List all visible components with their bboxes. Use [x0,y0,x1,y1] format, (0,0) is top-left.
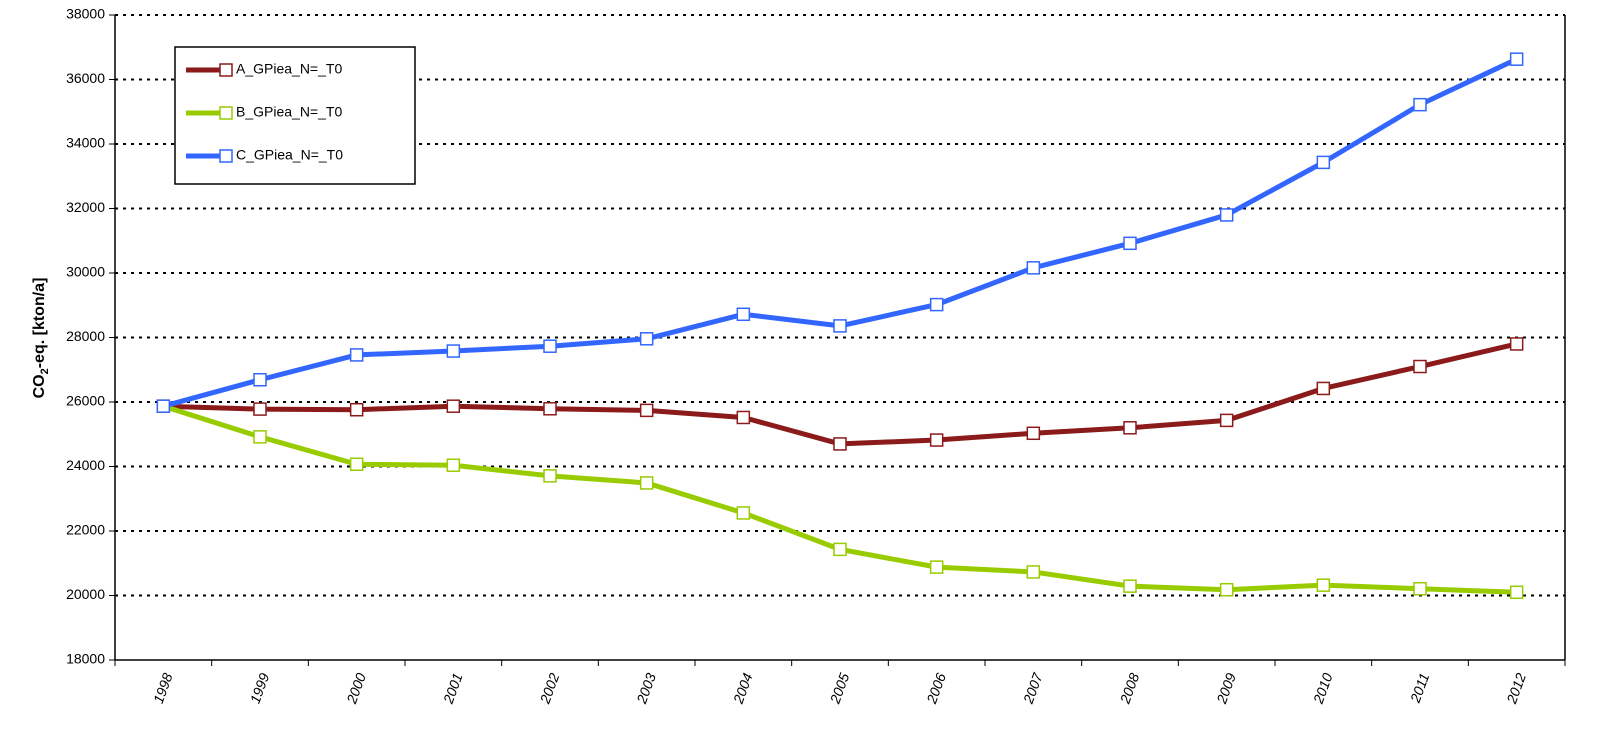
marker [349,457,364,471]
marker [929,560,944,574]
marker [1123,421,1137,435]
y-label-rest: -eq. [kton/a] [31,278,48,369]
marker [1026,261,1041,275]
marker [1026,426,1041,441]
legend-label: B_GPiea_N=_T0 [236,104,342,120]
marker [1123,579,1137,593]
marker [639,476,654,490]
marker [1123,236,1137,251]
x-tick-label: 2001 [440,671,466,707]
y-axis-label: CO2-eq. [kton/a] [31,278,51,399]
marker [349,348,364,362]
marker [736,506,751,520]
y-tick-label: 24000 [66,457,105,473]
marker [736,410,751,425]
y-label-text: CO [31,374,48,398]
y-tick-label: 32000 [66,199,105,215]
marker [543,402,557,416]
legend-marker [219,149,233,163]
marker [736,307,751,322]
marker [253,430,267,444]
marker [349,402,364,417]
x-tick-label: 2012 [1503,671,1529,707]
marker [156,399,171,413]
marker [1219,582,1234,597]
y-tick-label: 20000 [66,586,105,602]
marker [929,433,944,447]
marker [446,399,461,413]
marker [1509,337,1524,351]
y-tick-label: 38000 [66,6,105,22]
marker [446,344,461,358]
marker [833,542,847,557]
x-tick-label: 1998 [150,671,176,706]
x-tick-label: 2010 [1310,671,1336,707]
marker [1316,155,1331,170]
marker [833,437,847,451]
marker [1509,585,1524,600]
x-tick-label: 2005 [826,671,852,707]
series-line [162,403,1517,595]
marker [1026,565,1041,579]
marker [1509,52,1524,66]
marker [1219,413,1234,428]
marker [929,297,944,312]
x-tick-label: 2000 [343,671,369,707]
marker [446,458,461,472]
y-tick-label: 18000 [66,651,105,667]
marker [253,402,267,416]
marker [1413,581,1427,596]
marker [1316,578,1331,592]
y-tick-label: 36000 [66,70,105,86]
y-tick-label: 34000 [66,135,105,151]
marker [543,339,557,353]
marker [639,332,654,346]
y-tick-label: 26000 [66,393,105,409]
marker [543,469,557,483]
marker [1413,359,1427,374]
marker [1219,208,1234,222]
legend-label: C_GPiea_N=_T0 [236,147,343,163]
y-tick-label: 22000 [66,522,105,538]
x-tick-label: 2008 [1116,671,1142,707]
marker [833,319,847,333]
x-tick-label: 2003 [633,671,659,707]
x-tick-label: 2009 [1213,671,1239,707]
marker [253,372,267,387]
x-tick-label: 2004 [730,671,756,707]
legend-label: A_GPiea_N=_T0 [236,61,342,77]
series-line [163,341,1518,447]
y-label-subscript: 2 [39,368,51,374]
x-tick-label: 2006 [923,671,949,707]
legend-marker [219,106,233,120]
marker [1413,97,1427,112]
x-tick-label: 2007 [1020,670,1046,707]
marker [1316,381,1331,396]
x-tick-label: 1999 [247,671,273,706]
marker [639,403,654,418]
y-tick-label: 30000 [66,264,105,280]
x-tick-label: 2002 [536,671,562,707]
x-tick-label: 2011 [1407,671,1433,706]
y-tick-label: 28000 [66,328,105,344]
legend-marker [219,63,233,77]
